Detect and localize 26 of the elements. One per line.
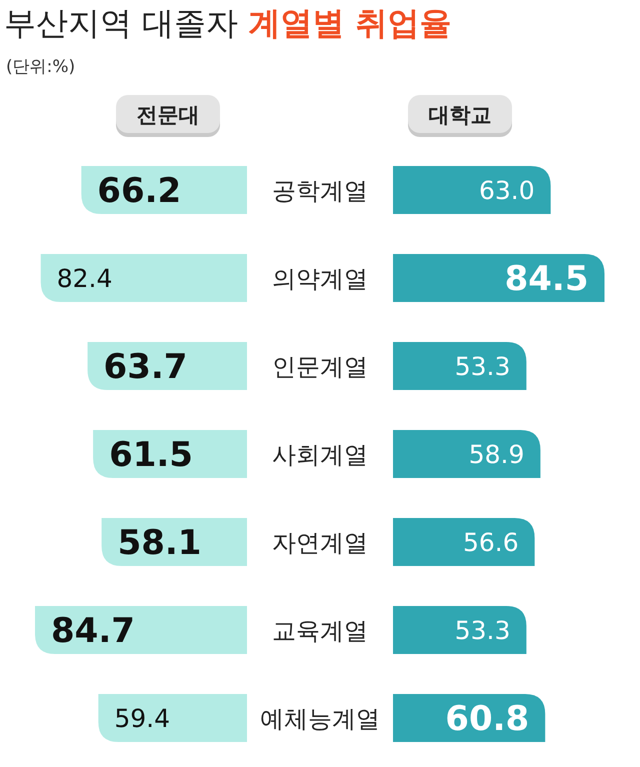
data-label: 66.2 — [97, 171, 182, 212]
data-label: 58.1 — [118, 523, 202, 564]
data-label: 60.8 — [445, 699, 530, 740]
text: 계열별 취업율 — [248, 4, 452, 42]
data-label: 56.6 — [462, 528, 519, 557]
data-label: 63.7 — [104, 347, 188, 388]
text: (단위:%) — [6, 57, 76, 77]
y-tick-label: 자연계열 — [272, 529, 368, 557]
data-label: 82.4 — [56, 264, 112, 293]
y-tick-label: 교육계열 — [272, 617, 368, 645]
data-label: 84.7 — [51, 611, 135, 652]
data-label: 63.0 — [479, 176, 535, 205]
y-tick-label: 의약계열 — [272, 265, 368, 293]
y-tick-label: 사회계열 — [272, 441, 368, 469]
data-label: 59.4 — [114, 704, 170, 733]
data-label: 53.3 — [454, 616, 510, 645]
y-tick-label: 예체능계열 — [260, 705, 380, 733]
data-label: 61.5 — [109, 435, 193, 476]
data-label: 84.5 — [504, 259, 588, 300]
chart-title: 부산지역 대졸자 — [4, 4, 248, 42]
series-label: 대학교 — [428, 103, 492, 127]
data-label: 53.3 — [454, 352, 510, 381]
y-tick-label: 공학계열 — [272, 177, 368, 205]
series-label: 전문대 — [136, 103, 200, 127]
data-label: 58.9 — [468, 440, 524, 469]
y-tick-label: 인문계열 — [272, 353, 368, 381]
